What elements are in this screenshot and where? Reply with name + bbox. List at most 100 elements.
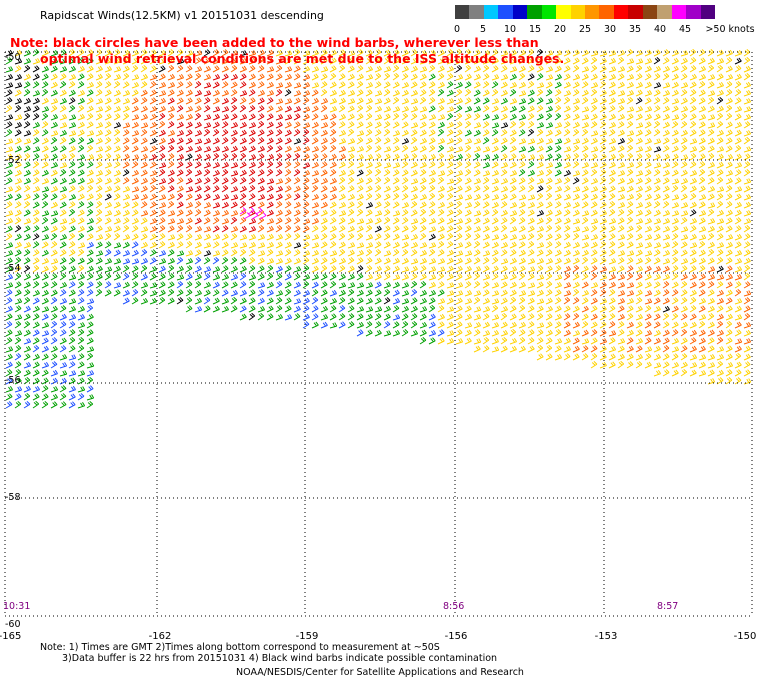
wind-barb — [617, 56, 625, 65]
wind-barb — [653, 49, 661, 57]
wind-barb — [320, 122, 329, 129]
wind-barb — [572, 345, 580, 353]
wind-barb — [329, 297, 338, 305]
wind-barb — [86, 298, 95, 305]
wind-barb — [185, 273, 193, 281]
wind-barb — [446, 249, 454, 257]
wind-barb — [482, 330, 491, 337]
wind-barb — [554, 177, 563, 185]
wind-barb — [464, 88, 472, 97]
wind-barb — [320, 265, 328, 273]
legend-swatch — [642, 5, 658, 19]
wind-barb — [626, 81, 634, 89]
wind-barb — [32, 337, 40, 345]
wind-barb — [86, 337, 94, 345]
wind-barb — [68, 314, 77, 321]
wind-barb — [689, 265, 697, 273]
wind-barb — [725, 225, 733, 233]
wind-barb — [680, 137, 688, 145]
wind-barb — [113, 177, 121, 185]
wind-barb — [95, 89, 103, 97]
wind-barb — [428, 289, 437, 297]
wind-barb — [194, 297, 202, 305]
wind-barb — [275, 313, 284, 321]
wind-barb — [617, 177, 625, 185]
wind-barb — [707, 161, 715, 169]
wind-barb — [14, 265, 22, 273]
wind-barb — [680, 169, 688, 177]
wind-barb — [374, 121, 382, 129]
wind-barb — [527, 217, 535, 225]
wind-barb — [14, 145, 22, 153]
wind-barb — [356, 161, 364, 169]
wind-barb — [59, 393, 67, 401]
wind-barb — [536, 192, 544, 201]
wind-barb — [212, 233, 221, 241]
wind-barb — [446, 89, 454, 97]
wind-barb — [626, 282, 635, 289]
wind-barb — [554, 354, 563, 361]
wind-barb — [563, 337, 571, 345]
wind-barb — [392, 169, 400, 177]
wind-barb — [365, 321, 373, 329]
wind-barb — [563, 329, 571, 337]
wind-barb — [68, 48, 76, 57]
wind-barb — [131, 273, 139, 281]
wind-barb — [527, 138, 536, 145]
wind-barb — [392, 321, 400, 329]
wind-barb — [266, 241, 274, 249]
wind-barb — [743, 272, 751, 281]
wind-barb — [635, 58, 644, 65]
wind-barb — [176, 65, 184, 73]
wind-barb — [293, 233, 301, 241]
wind-barb — [716, 153, 724, 161]
wind-barb — [653, 113, 661, 121]
wind-barb — [437, 209, 445, 217]
wind-barb — [194, 256, 202, 265]
wind-barb — [671, 321, 679, 329]
wind-barb — [509, 210, 518, 217]
wind-barb — [707, 313, 715, 321]
wind-barb — [599, 329, 607, 337]
wind-barb — [329, 89, 337, 97]
wind-barb — [536, 257, 545, 265]
wind-barb — [140, 257, 149, 265]
wind-barb — [518, 129, 526, 137]
wind-barb — [41, 225, 49, 233]
wind-barb — [59, 281, 68, 289]
wind-barb — [104, 249, 112, 257]
wind-barb — [113, 49, 121, 57]
wind-barb — [32, 400, 40, 409]
wind-barb — [194, 201, 202, 209]
wind-barb — [698, 329, 706, 337]
legend-swatch — [527, 5, 543, 19]
wind-barb — [374, 281, 382, 289]
wind-barb — [68, 201, 76, 209]
wind-barb — [734, 113, 742, 121]
wind-barb — [518, 185, 526, 193]
wind-barb — [212, 193, 221, 201]
wind-barb — [743, 345, 751, 353]
wind-barb — [689, 65, 697, 73]
wind-barb — [464, 290, 473, 297]
wind-barb — [527, 154, 536, 161]
wind-barb — [473, 266, 482, 273]
wind-barb — [104, 241, 112, 249]
wind-barb — [653, 120, 661, 129]
wind-barb — [149, 241, 157, 249]
wind-barb — [5, 186, 14, 193]
wind-barb — [509, 153, 517, 161]
wind-barb — [644, 49, 652, 57]
wind-barb — [32, 105, 40, 113]
wind-barb — [689, 177, 697, 185]
wind-barb — [743, 169, 751, 177]
wind-barb — [509, 105, 517, 113]
wind-barb — [725, 337, 733, 345]
wind-barb — [32, 344, 40, 353]
wind-barb — [743, 322, 752, 329]
wind-barb — [500, 105, 508, 113]
wind-barb — [176, 185, 184, 193]
wind-barb — [311, 202, 320, 209]
wind-barb — [41, 265, 49, 273]
time-label-center: 8:56 — [443, 601, 465, 612]
